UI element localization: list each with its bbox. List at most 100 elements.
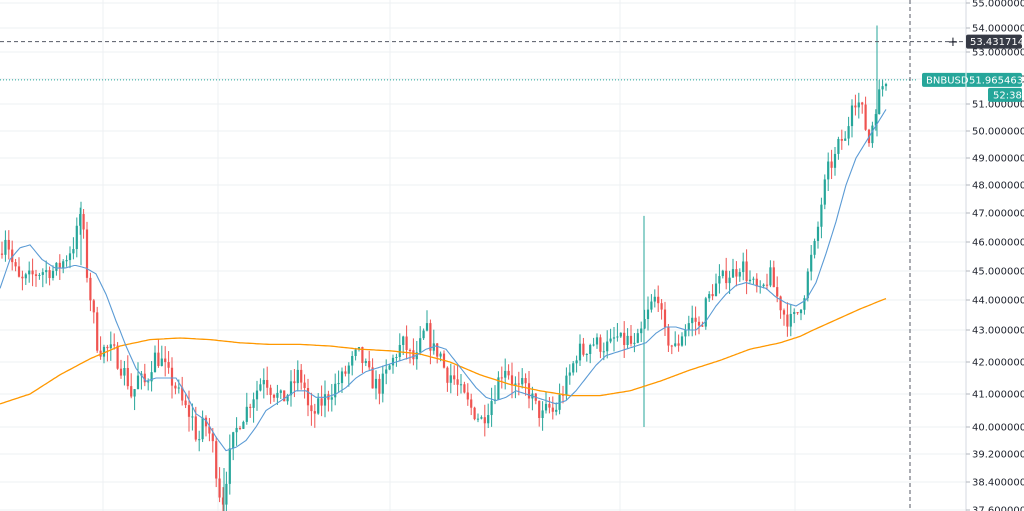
candle-body xyxy=(810,254,813,272)
candle-body xyxy=(82,214,85,230)
candle-body xyxy=(143,373,146,383)
candle-body xyxy=(823,179,826,205)
candle-body xyxy=(184,400,187,406)
candle-body xyxy=(235,427,238,433)
candle-body xyxy=(555,409,558,412)
price-axis-tick-label: 45.0000000 xyxy=(972,267,1024,278)
candle-body xyxy=(840,139,843,141)
candle-body xyxy=(133,389,136,397)
price-axis-tick-label: 55.0000000 xyxy=(972,0,1024,10)
candle-body xyxy=(34,274,38,276)
candle-body xyxy=(4,239,7,255)
candle-body xyxy=(323,394,327,406)
candle-body xyxy=(500,377,503,379)
candle-body xyxy=(721,270,724,277)
candle-body xyxy=(653,296,656,302)
candle-body xyxy=(694,317,697,322)
candle-body xyxy=(728,277,731,284)
candle-body xyxy=(704,298,707,327)
candle-body xyxy=(847,126,850,139)
candle-body xyxy=(238,427,242,429)
fast-moving-average-line xyxy=(0,109,887,452)
candle-body xyxy=(245,406,248,422)
candle-body xyxy=(463,384,466,393)
candle-body xyxy=(272,394,276,398)
candle-body xyxy=(361,346,364,364)
candle-body xyxy=(779,296,782,311)
candle-body xyxy=(422,330,425,339)
last-price-label: 51.9654635 xyxy=(969,75,1024,86)
candle-body xyxy=(738,272,741,277)
candle-body xyxy=(687,323,690,331)
candle-body xyxy=(684,330,687,337)
candle-body xyxy=(371,367,374,389)
candle-body xyxy=(130,386,133,397)
candle-body xyxy=(160,358,163,366)
candle-body xyxy=(266,379,269,388)
candle-body xyxy=(793,312,796,314)
candle-body xyxy=(113,344,116,346)
candle-body xyxy=(201,417,204,440)
candle-body xyxy=(646,309,650,320)
candle-body xyxy=(194,416,197,440)
candle-body xyxy=(92,300,95,313)
candle-body xyxy=(548,403,551,408)
candle-body xyxy=(181,387,184,401)
candle-body xyxy=(592,344,595,346)
price-axis-tick-label: 37.6000000 xyxy=(972,506,1024,511)
candle-body xyxy=(85,229,89,278)
candle-body xyxy=(449,375,452,383)
candle-body xyxy=(167,362,170,368)
candle-body xyxy=(249,406,252,408)
candle-body xyxy=(782,310,786,315)
candle-body xyxy=(769,267,772,286)
candle-body xyxy=(415,352,418,360)
candle-body xyxy=(252,399,255,408)
candle-body xyxy=(276,392,279,398)
candle-body xyxy=(65,260,68,262)
candle-body xyxy=(21,276,24,279)
slow-moving-average-line xyxy=(0,297,887,405)
price-axis-tick-label: 54.0000000 xyxy=(972,24,1024,35)
candle-body xyxy=(731,269,735,278)
candle-body xyxy=(568,372,571,376)
candle-body xyxy=(153,352,157,373)
candle-body xyxy=(874,114,877,126)
candle-body xyxy=(850,105,854,127)
candle-body xyxy=(310,405,313,412)
candle-body xyxy=(725,270,728,284)
candle-body xyxy=(480,417,483,419)
candle-body xyxy=(459,384,463,386)
candle-body xyxy=(476,418,480,420)
candle-body xyxy=(96,312,99,351)
candle-body xyxy=(820,204,823,227)
candle-body xyxy=(864,104,867,130)
price-axis-tick-label: 51.0000000 xyxy=(972,100,1024,111)
candle-body xyxy=(269,387,272,395)
candle-body xyxy=(837,139,840,154)
candle-body xyxy=(289,381,293,396)
candle-body xyxy=(619,332,622,337)
candle-body xyxy=(215,441,218,479)
candle-body xyxy=(45,270,48,273)
candle-body xyxy=(11,249,14,263)
candle-body xyxy=(745,261,748,282)
candle-body xyxy=(402,336,405,346)
candle-body xyxy=(453,375,456,380)
candle-body xyxy=(827,161,830,180)
candle-body xyxy=(374,378,378,389)
candle-body xyxy=(364,360,367,364)
candle-body xyxy=(123,367,126,376)
countdown-badge: 52:38 xyxy=(988,87,1022,102)
candle-body xyxy=(466,392,469,400)
candle-body xyxy=(636,333,639,343)
candle-body xyxy=(742,261,745,273)
candle-body xyxy=(126,367,129,387)
candle-body xyxy=(286,395,289,402)
candle-body xyxy=(109,344,112,349)
candle-body xyxy=(51,270,55,279)
candle-body xyxy=(796,312,799,314)
candle-body xyxy=(470,399,473,408)
candle-body xyxy=(344,371,347,374)
